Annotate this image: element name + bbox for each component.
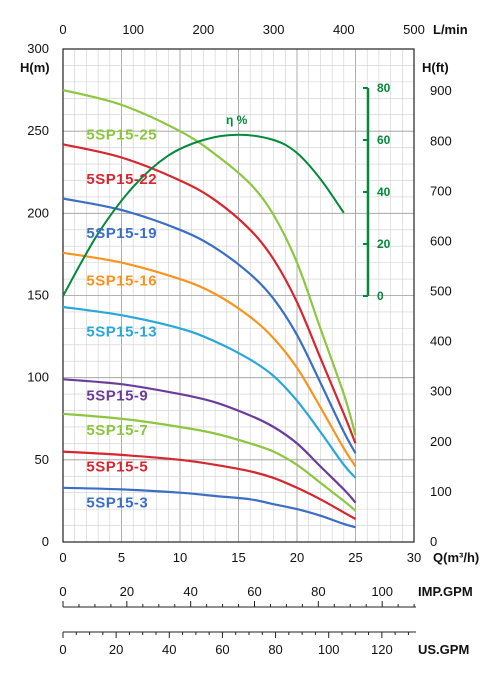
q-tick-label: 25 [348,550,362,565]
q-tick-label: 15 [231,550,245,565]
chart-axes: 0 5 10 15 20 25 30 Q(m³/h)050100150200250300H(m… [20,22,479,657]
efficiency-curve [62,133,345,297]
curve-label: 5SP15-16 [86,273,157,290]
efficiency-tick-label: 0 [377,289,384,303]
imp-tick-label: 100 [371,584,393,599]
curve-label: 5SP15-25 [86,126,157,143]
h-tick-label: 100 [27,370,49,385]
curve-labels: 5SP15-25 5SP15-22 5SP15-19 5SP15-16 5SP15-13… [86,126,157,511]
ft-tick-label: 500 [430,284,452,299]
lmin-tick-label: 0 [59,22,66,37]
curve-label: 5SP15-22 [86,171,157,188]
lmin-tick-label: 300 [263,22,285,37]
imp-axis-unit: IMP.GPM [418,584,473,599]
pump-curve [62,450,357,520]
ft-tick-label: 800 [430,133,452,148]
h-axis-unit: H(m) [20,60,50,75]
us-tick-label: 80 [268,642,282,657]
ft-tick-label: 300 [430,384,452,399]
us-tick-label: 20 [109,642,123,657]
lmin-tick-label: 100 [122,22,144,37]
lmin-axis-unit: L/min [433,22,468,37]
us-tick-label: 0 [59,642,66,657]
curve-label: 5SP15-9 [86,388,148,405]
us-tick-label: 40 [162,642,176,657]
ft-tick-label: 200 [430,434,452,449]
pump-curves [62,89,357,529]
ft-axis-unit: H(ft) [422,60,449,75]
us-axis-unit: US.GPM [418,642,469,657]
ft-tick-label: 600 [430,233,452,248]
h-tick-label: 300 [27,41,49,56]
imp-tick-label: 80 [311,584,325,599]
pump-curve [62,486,356,529]
imp-tick-label: 0 [59,584,66,599]
imp-tick-label: 40 [183,584,197,599]
efficiency-tick-label: 60 [377,133,391,147]
lmin-tick-label: 200 [193,22,215,37]
lmin-tick-label: 400 [333,22,355,37]
pump-curve [62,89,357,436]
h-tick-label: 200 [27,205,49,220]
q-tick-label: 20 [290,550,304,565]
efficiency-curve-group: η % 0 20 40 60 80 [62,81,391,303]
q-axis-unit: Q(m³/h) [433,550,479,565]
h-tick-label: 250 [27,123,49,138]
curve-label: 5SP15-7 [86,422,148,439]
curve-label: 5SP15-3 [86,494,148,511]
q-tick-label: 10 [173,550,187,565]
efficiency-tick-label: 20 [377,237,391,251]
ft-tick-label: 100 [430,484,452,499]
imp-tick-label: 60 [247,584,261,599]
imp-tick-label: 20 [120,584,134,599]
efficiency-tick-label: 80 [377,81,391,95]
efficiency-label: η % [226,113,248,127]
ft-tick-label: 900 [430,83,452,98]
curve-label: 5SP15-5 [86,458,148,475]
q-tick-label: 5 [118,550,125,565]
h-tick-label: 150 [27,288,49,303]
pump-curve [62,251,357,467]
lmin-tick-label: 500 [403,22,425,37]
q-tick-label: 0 [59,550,66,565]
h-tick-label: 50 [35,452,49,467]
curve-label: 5SP15-13 [86,324,157,341]
ft-tick-label: 700 [430,183,452,198]
curve-label: 5SP15-19 [86,225,157,242]
pump-curve [62,305,357,479]
pump-curve [62,378,357,504]
q-tick-label: 30 [407,550,421,565]
pump-curve [62,412,357,512]
efficiency-tick-label: 40 [377,185,391,199]
us-tick-label: 100 [318,642,340,657]
h-tick-label: 0 [42,534,49,549]
pump-curve [62,197,357,454]
us-tick-label: 60 [215,642,229,657]
ft-tick-label: 400 [430,334,452,349]
us-tick-label: 120 [371,642,393,657]
ft-tick-label: 0 [430,534,437,549]
